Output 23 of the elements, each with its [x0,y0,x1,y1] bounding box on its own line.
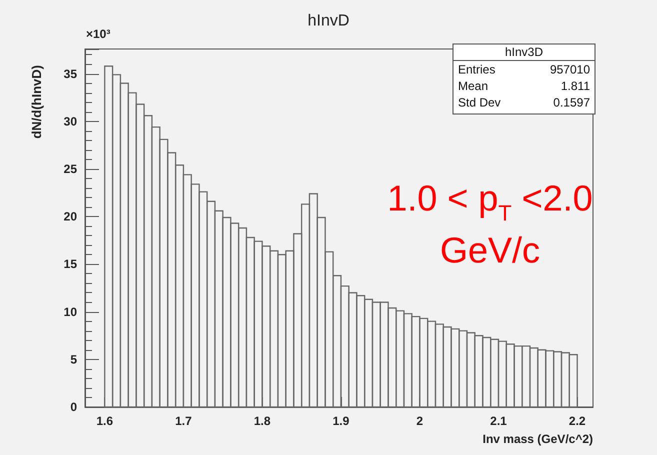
y-tick-label: 15 [64,257,78,272]
y-axis-title: dN/d(hInvD) [29,64,44,139]
y-tick-label: 5 [70,352,78,366]
y-tick-label: 35 [64,66,78,81]
y-tick-label: 20 [64,210,78,224]
x-axis-title: Inv mass (GeV/c^2) [482,432,594,446]
x-tick-label: 2.2 [568,414,586,428]
x-tick-label: 1.8 [254,414,271,428]
text: Mean 1.811 [458,79,590,93]
annotation: hInv3D [504,45,544,59]
x-tick-label: 1.6 [96,414,114,428]
text: Entries 957010 [458,62,590,76]
text: ×10³ [86,27,110,41]
x-tick-label: 1.7 [175,414,192,428]
y-tick-label: 10 [64,304,78,319]
chart-title: hInvD [308,12,350,30]
x-tick-label: 1.9 [332,414,350,428]
x-tick-label: 2 [416,414,424,428]
y-tick-label: 0 [70,400,78,414]
y-tick-label: 30 [64,114,78,128]
text: Std Dev 0.1597 [458,96,590,110]
x-tick-label: 2.1 [490,414,508,428]
y-tick-label: 25 [64,162,78,176]
